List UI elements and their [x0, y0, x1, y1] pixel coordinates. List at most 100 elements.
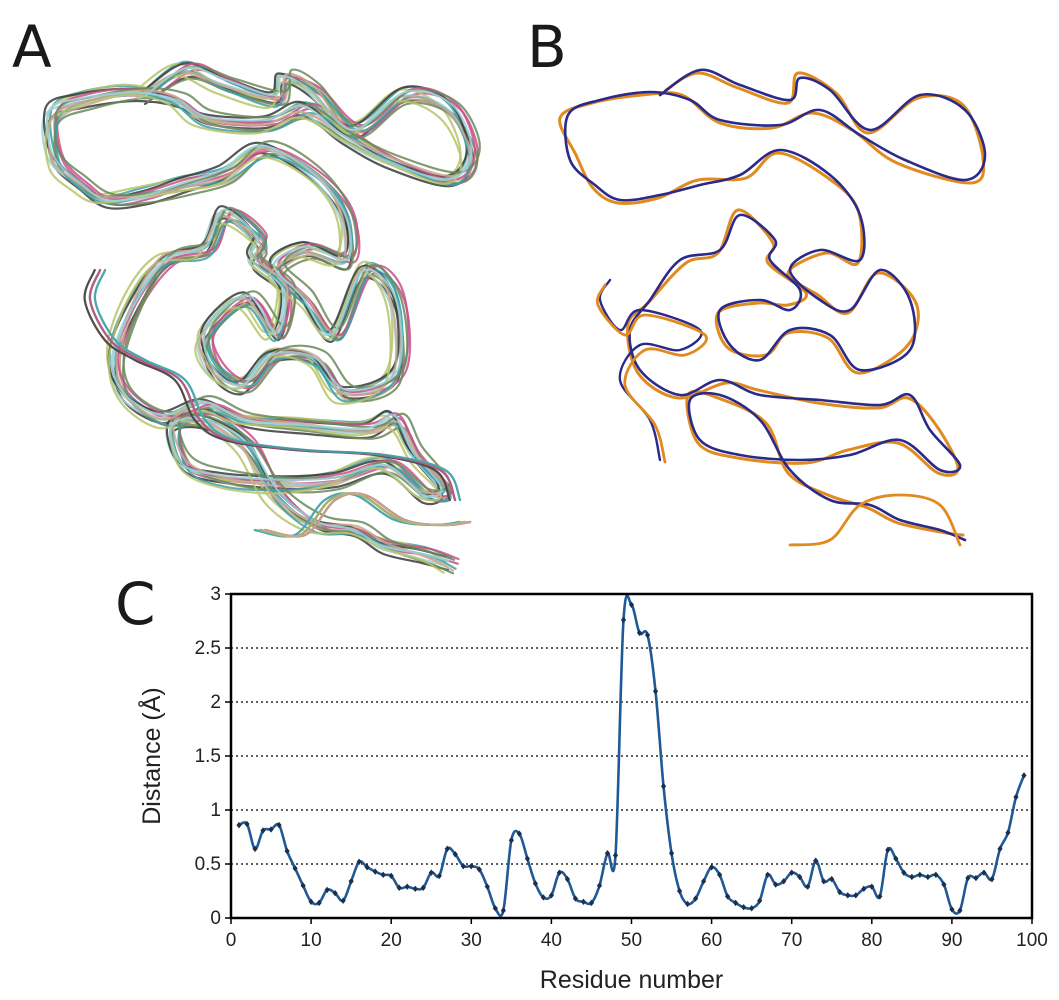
data-point	[516, 830, 522, 837]
x-tick-label: 100	[1016, 930, 1048, 951]
data-point	[236, 821, 242, 829]
data-point	[1021, 772, 1027, 779]
data-point	[813, 857, 819, 864]
data-point	[540, 894, 546, 901]
data-point	[893, 855, 899, 862]
x-tick-label: 30	[461, 930, 482, 951]
data-point	[316, 899, 322, 907]
data-point	[372, 868, 378, 875]
data-point	[949, 906, 955, 913]
data-point	[292, 865, 298, 872]
x-tick-label: 0	[226, 930, 237, 951]
data-point	[588, 899, 595, 907]
y-tick-label: 2	[210, 692, 221, 713]
chart-series	[236, 594, 1027, 918]
data-point	[973, 874, 979, 882]
y-tick-label: 2.5	[195, 638, 221, 659]
data-point	[420, 884, 426, 891]
x-axis-title: Residue number	[540, 966, 723, 994]
data-point	[829, 875, 835, 883]
data-point	[925, 873, 931, 881]
data-point	[660, 783, 667, 790]
data-point	[877, 893, 883, 900]
panel-label-b: B	[527, 13, 567, 81]
data-point	[364, 864, 370, 871]
data-point	[933, 871, 939, 878]
data-point	[436, 872, 442, 880]
data-point	[596, 882, 603, 889]
trace-orange	[595, 283, 708, 464]
data-point	[965, 874, 971, 882]
ensemble-structure-image	[41, 60, 481, 575]
data-point	[741, 904, 747, 911]
y-tick-label: 0	[210, 908, 221, 929]
data-point	[604, 850, 611, 857]
data-point	[324, 886, 330, 894]
data-point	[556, 869, 563, 876]
data-point	[765, 871, 771, 878]
data-point	[797, 873, 803, 881]
data-point	[757, 897, 763, 904]
data-point	[989, 875, 995, 883]
data-point	[781, 878, 787, 885]
data-point	[717, 871, 723, 878]
data-point	[789, 869, 795, 876]
data-point	[492, 905, 498, 912]
data-point	[380, 871, 386, 878]
data-point	[901, 869, 907, 876]
data-point	[460, 862, 466, 870]
data-point	[428, 869, 434, 876]
data-point	[725, 893, 731, 900]
x-axis-ticks: 0 10 20 30 40 50 60 70 80 90 100	[226, 918, 1048, 951]
data-point	[532, 880, 538, 887]
data-point	[805, 883, 811, 890]
data-point	[356, 858, 362, 866]
data-point	[260, 827, 266, 834]
data-point	[692, 895, 699, 902]
data-point	[1013, 793, 1019, 801]
data-point	[244, 820, 250, 828]
data-point	[837, 888, 843, 896]
x-tick-label: 20	[381, 930, 402, 951]
data-point	[284, 847, 290, 855]
data-point	[676, 887, 683, 895]
data-point	[997, 845, 1003, 853]
trace-orange	[788, 493, 962, 547]
data-point	[308, 898, 314, 905]
data-point	[404, 883, 410, 890]
data-point	[845, 892, 851, 899]
x-tick-label: 80	[861, 930, 882, 951]
data-point	[853, 892, 859, 899]
data-point	[821, 878, 827, 885]
ensemble-trace	[93, 268, 462, 502]
data-point	[396, 884, 402, 891]
distance-chart: 0 10 20 30 40 50 60 70 80 90 100 0 0.5 1 1.5 2 2.5 3 Res…	[136, 584, 1048, 994]
x-tick-label: 50	[621, 930, 642, 951]
data-point	[476, 866, 482, 873]
ensemble-trace	[45, 66, 473, 562]
data-point	[612, 852, 619, 859]
data-point	[981, 869, 987, 876]
y-tick-label: 1.5	[195, 746, 221, 767]
data-point	[468, 862, 474, 870]
data-point	[348, 878, 354, 885]
data-point	[861, 885, 867, 893]
data-point	[580, 898, 587, 905]
data-point	[572, 895, 579, 902]
ensemble-trace	[53, 65, 481, 561]
data-point	[1005, 829, 1011, 836]
data-point	[941, 881, 947, 888]
data-point	[276, 821, 282, 829]
x-tick-label: 70	[781, 930, 802, 951]
x-tick-label: 60	[701, 930, 722, 951]
data-point	[412, 885, 418, 893]
data-point	[524, 855, 530, 862]
data-point	[332, 889, 338, 897]
y-axis-title: Distance (Å)	[136, 687, 166, 825]
data-point	[252, 845, 258, 853]
data-point	[644, 631, 651, 639]
trace-blue	[598, 278, 703, 462]
data-point	[508, 837, 514, 844]
y-axis-ticks: 0 0.5 1 1.5 2 2.5 3	[195, 584, 231, 929]
